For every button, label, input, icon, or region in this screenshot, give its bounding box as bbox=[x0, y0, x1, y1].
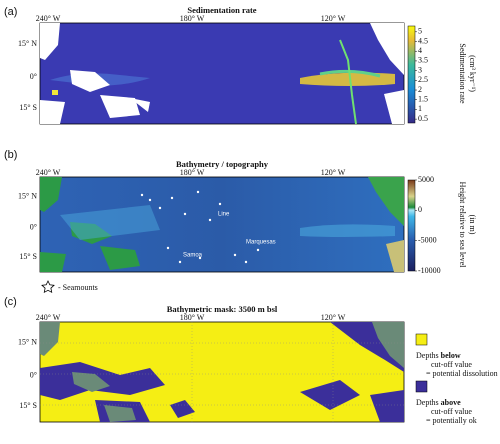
latitude-label: 15° N bbox=[18, 338, 37, 347]
seamount-icon bbox=[41, 280, 55, 294]
longitude-label: 240° W bbox=[36, 168, 61, 177]
panel-label: (b) bbox=[4, 149, 17, 161]
legend-label: Depths above bbox=[416, 398, 461, 407]
legend-word: Depths bbox=[416, 351, 439, 360]
panel-title: Bathymetric mask: 3500 m bsl bbox=[167, 304, 278, 314]
map-a bbox=[39, 22, 405, 125]
colorbar-tick-label: -10000 bbox=[418, 266, 441, 275]
colorbar-tick-label: -5000 bbox=[418, 235, 437, 244]
legend-word: above bbox=[441, 398, 461, 407]
latitude-label: 15° S bbox=[19, 252, 37, 261]
place-name: Line bbox=[218, 212, 230, 218]
place-name: Marquesas bbox=[246, 240, 276, 246]
latitude-label: 15° S bbox=[19, 103, 37, 112]
colorbar-tick-label: 0 bbox=[418, 205, 422, 214]
longitude-label: 120° W bbox=[321, 313, 346, 322]
legend-label: = potential dissolution bbox=[426, 369, 498, 378]
map-c bbox=[39, 321, 405, 423]
colorbar-tick-label: 3 bbox=[418, 65, 422, 74]
colorbar bbox=[407, 179, 416, 272]
legend-label: = potentially ok bbox=[426, 416, 477, 425]
legend-label: cut-off value bbox=[431, 407, 472, 416]
longitude-label: 240° W bbox=[36, 313, 61, 322]
legend-word: Depths bbox=[416, 398, 439, 407]
colorbar-label: (cm³ kyr⁻¹) bbox=[468, 55, 477, 92]
place-name: Samoa bbox=[183, 253, 203, 259]
legend-swatch bbox=[415, 380, 428, 393]
colorbar-tick-label: 4.5 bbox=[418, 36, 428, 45]
colorbar-tick-label: 5000 bbox=[418, 175, 434, 184]
colorbar-label: (in m) bbox=[468, 215, 477, 235]
colorbar-tick-label: 5 bbox=[418, 27, 422, 36]
colorbar-label: Sedimentation rate bbox=[458, 43, 467, 104]
legend-label: - Seamounts bbox=[58, 283, 98, 292]
colorbar-tick-label: 3.5 bbox=[418, 56, 428, 65]
colorbar-tick-label: 1.5 bbox=[418, 95, 428, 104]
colorbar-tick-label: 2 bbox=[418, 85, 422, 94]
longitude-label: 120° W bbox=[321, 168, 346, 177]
legend-swatch bbox=[415, 333, 428, 346]
map-b: Line Marquesas Samoa - Seamounts bbox=[39, 176, 405, 294]
panel-title: Sedimentation rate bbox=[187, 5, 256, 15]
legend-word: below bbox=[441, 351, 461, 360]
panel-label: (a) bbox=[4, 6, 17, 18]
colorbar-tick-label: 0.5 bbox=[418, 114, 428, 123]
latitude-label: 15° S bbox=[19, 401, 37, 410]
colorbar-tick-label: 4 bbox=[418, 46, 422, 55]
longitude-label: 180° W bbox=[180, 14, 205, 23]
latitude-label: 15° N bbox=[18, 39, 37, 48]
panel-title: Bathymetry / topography bbox=[176, 159, 269, 169]
colorbar-tick-label: 2.5 bbox=[418, 75, 428, 84]
longitude-label: 120° W bbox=[321, 14, 346, 23]
longitude-label: 180° W bbox=[180, 313, 205, 322]
latitude-label: 0° bbox=[30, 72, 37, 81]
legend-label: Depths below bbox=[416, 351, 461, 360]
latitude-label: 15° N bbox=[18, 192, 37, 201]
longitude-label: 180° W bbox=[180, 168, 205, 177]
colorbar-label: Height relative to sea level bbox=[458, 182, 467, 269]
panel-label: (c) bbox=[4, 296, 17, 308]
colorbar-tick-label: 1 bbox=[418, 104, 422, 113]
legend-label: cut-off value bbox=[431, 360, 472, 369]
latitude-label: 0° bbox=[30, 223, 37, 232]
latitude-label: 0° bbox=[30, 370, 37, 379]
colorbar bbox=[407, 25, 416, 124]
longitude-label: 240° W bbox=[36, 14, 61, 23]
